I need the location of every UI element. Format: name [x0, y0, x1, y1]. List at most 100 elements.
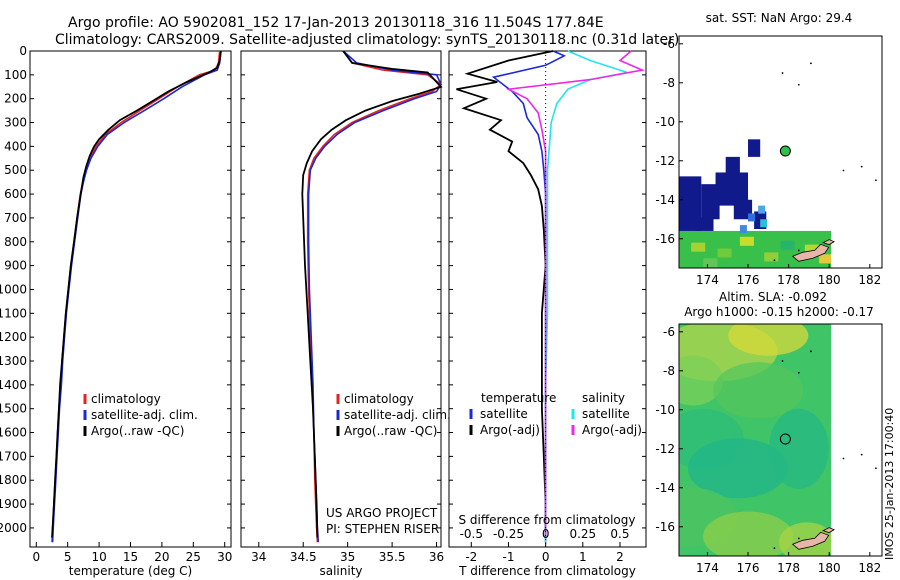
x-tick-label: 2: [616, 550, 624, 564]
sst-map-panel: 174 176 178 180 182 -6 -8 -10 -12 -14 -16 sat. SST:…: [655, 11, 883, 287]
x-tick-label: -2: [465, 550, 477, 564]
map-field: [679, 324, 882, 556]
lat-tick-label: -12: [655, 154, 675, 168]
y-tick-label: 1700: [0, 449, 27, 463]
pi-annotation: PI: STEPHEN RISER: [326, 522, 439, 536]
x2-tick-label: 0.5: [610, 527, 629, 541]
sst-cell: [717, 248, 732, 258]
sst-cloud-cell: [725, 156, 740, 175]
y-tick-label: 600: [4, 187, 27, 201]
legend-title-temperature: temperature: [481, 391, 556, 405]
y-tick-label: 1400: [0, 378, 27, 392]
series-line-2: [544, 50, 628, 543]
sla-blob: [778, 522, 835, 556]
sla-blob: [728, 324, 809, 356]
x-tick-label: 1: [579, 550, 587, 564]
project-annotation: US ARGO PROJECT: [326, 506, 438, 520]
y-tick-label: 900: [4, 259, 27, 273]
x-tick-label: 34.5: [290, 550, 317, 564]
islet: [797, 83, 800, 86]
argo-position-marker: [779, 433, 791, 445]
sst-cloud-cell: [695, 217, 714, 231]
sst-cell: [691, 242, 706, 252]
difference-panel: -2 -1 0 1 2T difference from climatology -0.5…: [448, 50, 647, 578]
y-tick-label: 300: [4, 116, 27, 130]
x2-tick-label: 0.25: [569, 527, 596, 541]
legend-label: satellite-adj. clim.: [91, 408, 198, 422]
fiji-island: [822, 527, 836, 534]
islet: [810, 350, 812, 353]
lon-tick-label: 182: [858, 273, 881, 287]
y-tick-label: 1800: [0, 473, 27, 487]
series-line-0: [491, 50, 567, 543]
islet: [810, 62, 812, 65]
imos-timestamp: IMOS 25-Jan-2013 17:00:40: [883, 408, 896, 560]
islet: [797, 537, 800, 540]
sst-cloud-cell: [733, 199, 753, 220]
sst-cell: [748, 213, 756, 222]
fiji-island: [791, 531, 830, 550]
sst-cell: [780, 240, 795, 250]
islet: [842, 169, 845, 172]
lat-tick-label: -8: [663, 364, 675, 378]
islet: [860, 165, 863, 168]
y-tick-label: 1100: [0, 306, 27, 320]
map-frame: [678, 35, 883, 269]
x-tick-label: 30: [217, 550, 232, 564]
x-tick-label: 20: [154, 550, 169, 564]
legend-title-salinity: salinity: [582, 391, 625, 405]
y-tick-label: 1300: [0, 354, 27, 368]
x-tick-label: 35.5: [379, 550, 406, 564]
x-axis-label: salinity: [319, 564, 362, 578]
y-tick-label: 2000: [0, 521, 27, 535]
legend-label: Argo(..raw -QC): [91, 424, 184, 438]
legend-label: Argo(-adj): [582, 423, 642, 437]
islet: [842, 457, 845, 460]
sla-map-subtitle: Argo h1000: -0.15 h2000: -0.17: [684, 305, 874, 319]
series-line-2: [301, 50, 443, 538]
sst-cell: [739, 225, 747, 234]
sla-map-panel: 174 176 178 180 182 -6 -8 -10 -12 -14 -16 Altim. SL…: [655, 290, 883, 575]
lon-tick-label: 178: [777, 273, 800, 287]
sla-blob: [703, 511, 794, 556]
sst-cloud-cell: [701, 184, 720, 220]
sla-blob: [687, 438, 788, 499]
lon-tick-label: 178: [777, 561, 800, 575]
x-tick-label: 25: [186, 550, 201, 564]
sla-blob: [679, 355, 724, 406]
islet: [781, 360, 784, 362]
series-line-1: [51, 50, 222, 543]
series-line-1: [456, 50, 554, 538]
fiji-island: [822, 239, 836, 246]
sst-map-title: sat. SST: NaN Argo: 29.4: [706, 11, 853, 25]
legend-label: climatology: [344, 392, 414, 406]
sst-cloud-cell: [748, 139, 761, 157]
lon-tick-label: 176: [737, 273, 760, 287]
sla-blob: [768, 408, 829, 489]
x-tick-label: 35: [340, 550, 355, 564]
legend-label: Argo(..raw -QC): [344, 424, 437, 438]
plot-frame: [448, 50, 647, 548]
lat-tick-label: -16: [655, 232, 675, 246]
y-tick-label: 1900: [0, 497, 27, 511]
legend-label: satellite: [480, 407, 528, 421]
x2-axis-label: S difference from climatology: [459, 513, 636, 527]
y-tick-label: 200: [4, 92, 27, 106]
map-frame: [678, 323, 883, 557]
series-line-1: [307, 50, 442, 543]
no-data-area: [831, 324, 882, 556]
series-line-3: [505, 50, 646, 538]
series-line-0: [51, 50, 221, 543]
figure-title-line-1: Argo profile: AO 5902081_152 17-Jan-2013…: [68, 15, 604, 31]
series-line-0: [306, 50, 443, 543]
islet: [875, 467, 877, 470]
legend-label: satellite: [582, 407, 630, 421]
lon-tick-label: 182: [858, 561, 881, 575]
y-tick-label: 1200: [0, 330, 27, 344]
sst-cell: [760, 219, 768, 228]
lon-tick-label: 180: [818, 561, 841, 575]
sla-map-title: Altim. SLA: -0.092: [719, 290, 827, 304]
lon-tick-label: 174: [696, 273, 719, 287]
lat-tick-label: -14: [655, 481, 675, 495]
